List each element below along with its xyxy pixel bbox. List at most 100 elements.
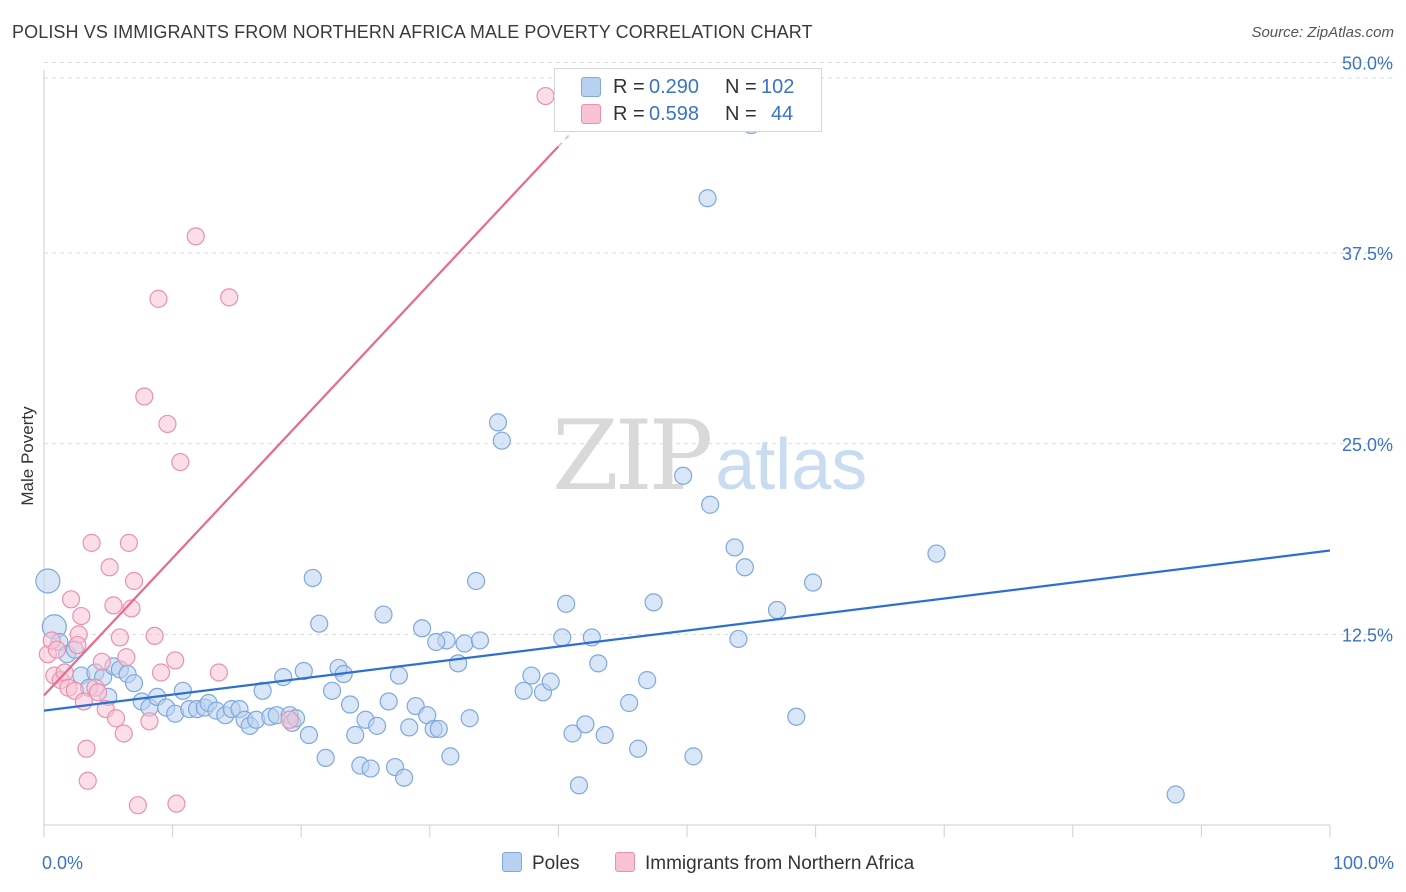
pole-point [274,667,293,687]
immigrant-point [61,590,81,609]
pole-point [629,739,648,758]
x-tick-label: 0.0% [42,853,83,873]
immigrant-point [68,635,87,655]
pole-point [698,189,717,208]
pole-point [541,672,560,691]
legend-r-value: 0.290 [649,76,700,98]
pole-point [173,681,192,700]
pole-point [124,674,144,693]
pole-point [684,747,703,766]
legend-swatch-immigrants [581,104,601,124]
immigrant-point [158,414,177,434]
stats-legend: R = 0.290 N = 102 R = 0.598 N = 44 [554,68,822,132]
pole-point [553,628,572,647]
immigrant-point [209,663,228,682]
pole-point [374,605,393,624]
pole-point [729,629,748,649]
pole-point [303,568,322,588]
pole-point [470,631,490,650]
immigrant-point [82,533,101,552]
poles-trend-line [43,549,1331,712]
pole-point [767,600,787,620]
immigrant-point [77,739,96,758]
immigrant-point [140,712,159,731]
pole-point [514,681,533,700]
immigrant-point [119,533,138,552]
immigrant-point [171,452,190,472]
pole-point [488,413,508,432]
immigrant-point [117,648,136,667]
immigrant-point [186,227,205,246]
immigrant-point [47,640,66,659]
pole-point [735,558,754,577]
legend-n-label: N = [725,103,757,125]
immigrant-point [145,626,164,646]
immigrant-point [88,683,108,702]
bottom-legend-swatch-immigrants [615,852,635,872]
bottom-legend-poles[interactable]: Poles [502,852,580,875]
y-tick-label: 25.0% [1342,435,1393,455]
pole-point [361,759,380,778]
pole-point [340,695,360,714]
legend-row-immigrants: R = 0.598 N = 44 [555,101,821,127]
pole-point [569,776,589,795]
legend-n-value: 44 [771,103,794,125]
immigrant-point [122,599,141,618]
x-tick-label: 100.0% [1333,853,1394,873]
pole-point [787,707,806,726]
immigrant-point [110,628,129,647]
pole-point [927,544,946,563]
immigrant-point [167,794,186,813]
immigrant-point [128,796,147,815]
pole-point [803,573,823,592]
immigrant-point [220,288,239,307]
immigrant-point [106,709,126,728]
y-tick-label: 12.5% [1342,625,1393,645]
pole-point [620,693,639,713]
pole-point [576,715,595,734]
pole-point [466,571,486,591]
bottom-legend-swatch-poles [502,852,522,872]
pole-point [557,594,576,613]
immigrant-point [124,571,144,591]
legend-r-label: R = [613,76,645,98]
pole-point [589,654,608,673]
pole-point [379,692,398,711]
immigrant-point [114,724,133,743]
immigrant-point [166,651,185,670]
pole-point [310,614,329,633]
pole-point [563,724,582,743]
pole-point [455,634,474,653]
pole-point [367,716,387,735]
legend-r-value: 0.598 [649,103,700,125]
pole-point [294,661,313,681]
legend-swatch-poles [581,77,601,97]
immigrant-point [92,652,111,671]
legend-n-value: 102 [761,76,795,98]
immigrant-point [536,86,555,106]
chart-title: POLISH VS IMMIGRANTS FROM NORTHERN AFRIC… [12,22,813,42]
y-tick-label: 50.0% [1342,54,1393,74]
immigrant-point [78,771,97,790]
pole-point [429,719,448,739]
immigrant-point [151,663,171,682]
immigrant-point [135,387,154,406]
pole-point [299,725,319,745]
pole-point [389,666,409,685]
pole-point [394,768,414,787]
pole-point [441,747,460,766]
legend-r-label: R = [613,103,645,125]
legend-row-poles: R = 0.290 N = 102 [555,74,821,100]
y-tick-label: 37.5% [1342,244,1393,264]
pole-point [644,593,663,612]
pole-point [701,495,720,514]
bottom-legend-immigrants[interactable]: Immigrants from Northern Africa [615,852,914,875]
pole-point [427,632,446,652]
bottom-legend-label-poles: Poles [532,853,580,874]
legend-n-label: N = [725,76,757,98]
pole-point [316,748,335,768]
pole-point [346,725,365,745]
pole-point [492,431,511,450]
pole-point [400,718,419,737]
